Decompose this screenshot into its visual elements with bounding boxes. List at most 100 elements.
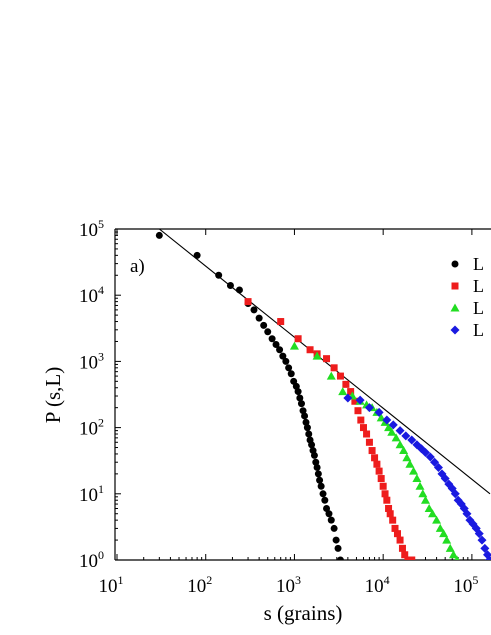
legend-label: L bbox=[473, 298, 484, 318]
data-point-circle bbox=[308, 441, 316, 449]
data-point-circle bbox=[272, 341, 280, 349]
data-point-square bbox=[323, 355, 331, 363]
data-point-triangle bbox=[387, 427, 397, 436]
data-point-circle bbox=[193, 251, 201, 259]
data-point-diamond bbox=[420, 448, 430, 458]
data-point-triangle bbox=[405, 459, 415, 468]
data-point-square bbox=[336, 372, 344, 380]
data-point-square bbox=[379, 482, 387, 490]
data-point-circle bbox=[296, 394, 304, 402]
data-point-circle bbox=[215, 271, 223, 279]
data-point-square bbox=[342, 380, 350, 388]
data-point-square bbox=[371, 454, 379, 462]
data-point-diamond bbox=[480, 543, 490, 553]
data-point-triangle bbox=[418, 489, 428, 498]
data-point-square bbox=[373, 460, 381, 468]
data-point-circle bbox=[336, 556, 344, 560]
data-point-circle bbox=[316, 476, 324, 484]
data-point-square bbox=[393, 530, 401, 538]
data-point-diamond bbox=[374, 407, 384, 417]
x-tick-label: 101 bbox=[99, 573, 124, 597]
legend-marker-diamond bbox=[450, 325, 460, 335]
data-point-circle bbox=[260, 321, 268, 329]
data-point-circle bbox=[332, 536, 340, 544]
data-point-square bbox=[347, 388, 355, 396]
data-point-square bbox=[391, 524, 399, 532]
data-point-circle bbox=[294, 388, 302, 396]
data-point-square bbox=[294, 335, 302, 343]
data-point-circle bbox=[268, 335, 276, 343]
data-point-square bbox=[408, 556, 416, 560]
data-point-circle bbox=[303, 424, 311, 432]
data-point-square bbox=[389, 516, 397, 524]
data-point-square bbox=[398, 544, 406, 552]
data-point-circle bbox=[323, 504, 331, 512]
legend-marker-triangle bbox=[450, 303, 460, 312]
data-point-circle bbox=[334, 544, 342, 552]
data-point-square bbox=[363, 430, 371, 438]
data-point-diamond bbox=[430, 457, 440, 467]
data-point-diamond bbox=[477, 535, 487, 545]
data-point-circle bbox=[312, 458, 320, 466]
legend-marker-square bbox=[451, 282, 459, 290]
data-point-triangle bbox=[384, 423, 394, 432]
y-tick-label: 100 bbox=[79, 548, 104, 572]
axis-ticks bbox=[115, 228, 473, 561]
data-point-diamond bbox=[382, 415, 392, 425]
data-point-circle bbox=[264, 328, 272, 336]
data-point-diamond bbox=[425, 452, 435, 462]
data-point-circle bbox=[317, 482, 325, 490]
data-point-diamond bbox=[462, 509, 472, 519]
data-point-triangle bbox=[412, 474, 422, 483]
data-point-circle bbox=[313, 463, 321, 471]
data-point-square bbox=[277, 318, 285, 326]
data-point-diamond bbox=[474, 529, 484, 539]
data-point-circle bbox=[255, 314, 263, 322]
legend-marker-circle bbox=[451, 260, 459, 268]
data-point-square bbox=[330, 364, 338, 372]
data-point-diamond bbox=[407, 435, 417, 445]
plot-frame bbox=[114, 228, 491, 561]
data-point-diamond bbox=[485, 555, 491, 560]
data-point-triangle bbox=[432, 515, 442, 524]
data-point-square bbox=[359, 424, 367, 432]
x-tick-label: 103 bbox=[276, 573, 301, 597]
data-point-square bbox=[383, 496, 391, 504]
data-point-circle bbox=[319, 490, 327, 498]
data-point-square bbox=[401, 551, 409, 559]
data-point-diamond bbox=[388, 420, 398, 430]
x-tick-label: 102 bbox=[187, 573, 212, 597]
x-tick-label: 105 bbox=[453, 573, 478, 597]
data-point-triangle bbox=[442, 535, 452, 544]
data-point-square bbox=[368, 447, 376, 455]
data-point-triangle bbox=[399, 446, 409, 455]
data-point-triangle bbox=[439, 529, 449, 538]
data-point-circle bbox=[155, 231, 163, 239]
data-point-circle bbox=[282, 357, 290, 365]
data-point-square bbox=[365, 438, 373, 446]
data-point-square bbox=[375, 467, 383, 475]
data-point-circle bbox=[302, 418, 310, 426]
data-point-triangle bbox=[402, 453, 412, 462]
data-point-triangle bbox=[415, 481, 425, 490]
data-point-square bbox=[377, 475, 385, 483]
data-point-circle bbox=[287, 370, 295, 378]
y-tick-label: 104 bbox=[79, 283, 104, 307]
data-point-circle bbox=[327, 516, 335, 524]
data-point-triangle bbox=[445, 543, 455, 552]
data-point-diamond bbox=[395, 426, 405, 436]
data-point-circle bbox=[285, 364, 293, 372]
data-point-circle bbox=[305, 430, 313, 438]
data-point-circle bbox=[321, 496, 329, 504]
data-point-square bbox=[396, 536, 404, 544]
y-axis-label: P (s,L) bbox=[41, 367, 65, 423]
data-point-square bbox=[354, 407, 362, 415]
data-point-circle bbox=[276, 346, 284, 354]
data-point-circle bbox=[279, 352, 287, 360]
data-point-triangle bbox=[435, 523, 445, 532]
data-point-square bbox=[381, 490, 389, 498]
data-point-diamond bbox=[343, 393, 353, 403]
